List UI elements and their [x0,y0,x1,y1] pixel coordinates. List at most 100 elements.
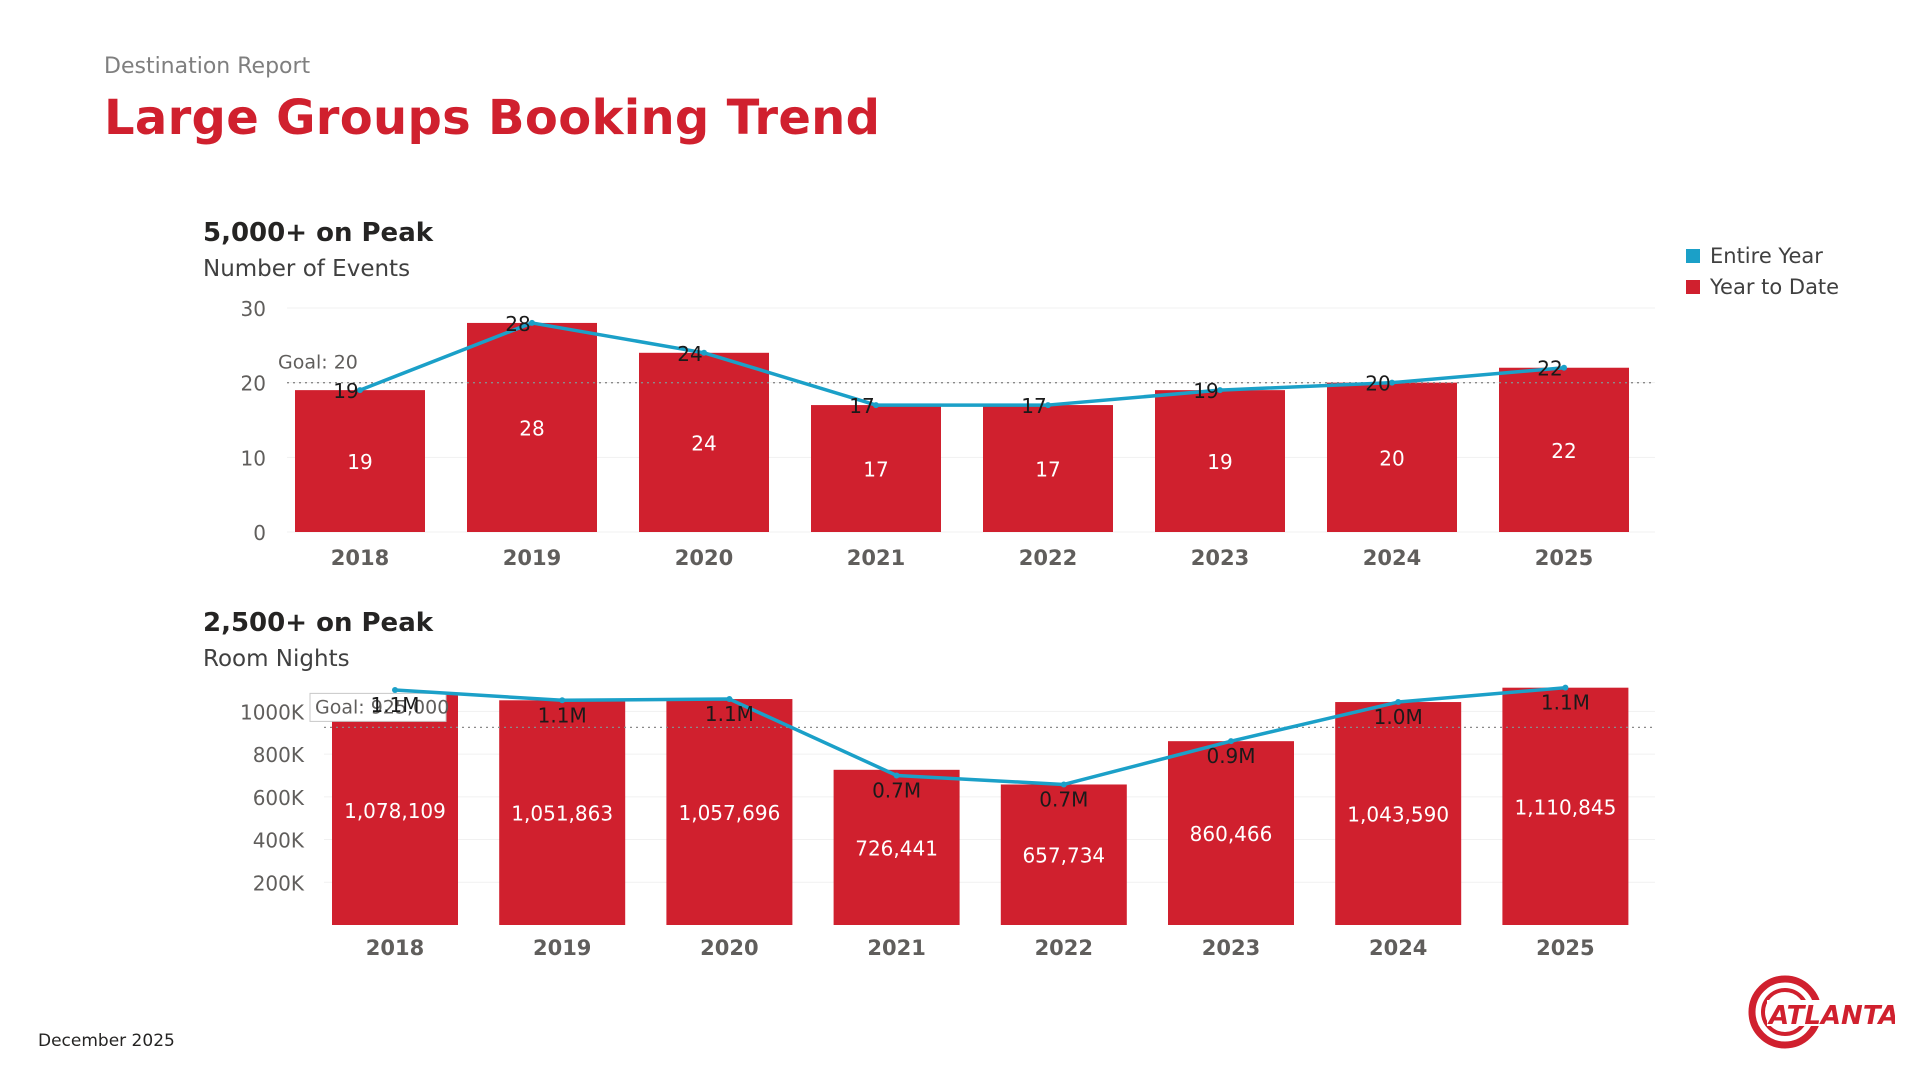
x-tick-label: 2024 [1369,936,1427,960]
bar-value-label: 860,466 [1190,822,1273,846]
line-value-label: 22 [1537,357,1562,381]
entire-year-point-2019 [559,697,566,704]
line-value-label: 24 [677,342,702,366]
x-tick-label: 2021 [867,936,925,960]
x-tick-label: 2025 [1536,936,1594,960]
line-value-label: 19 [1193,379,1218,403]
y-tick-label: 200K [253,871,305,895]
page-title: Large Groups Booking Trend [104,90,881,146]
bar-2019 [499,700,626,925]
chart1-title: 5,000+ on Peak [203,218,434,248]
bar-2019 [467,322,597,532]
bar-value-label: 1,110,845 [1515,795,1617,819]
bar-value-label: 1,078,109 [344,799,446,823]
bar-2025 [1502,687,1629,925]
legend-item-year-to-date[interactable]: Year to Date [1686,271,1839,302]
line-value-label: 17 [1021,394,1046,418]
bar-2020 [666,699,793,925]
x-tick-label: 2018 [331,546,389,570]
entire-year-point-2022 [1060,781,1067,788]
entire-year-line [359,321,1565,407]
bar-2024 [1327,382,1457,532]
x-tick-label: 2023 [1191,546,1249,570]
entire-year-point-2021 [893,772,900,779]
line-value-label: 1.1M [705,702,754,726]
bar-2022 [983,405,1113,532]
entire-year-point-2019 [529,319,535,326]
bar-value-label: 20 [1379,446,1404,470]
x-tick-label: 2023 [1202,936,1260,960]
report-eyebrow: Destination Report [104,54,311,79]
legend-swatch-year-to-date [1686,279,1700,294]
x-tick-label: 2025 [1535,546,1593,570]
line-value-label: 1.1M [1541,691,1590,715]
line-value-label: 0.7M [1039,787,1088,811]
line-value-label: 1.0M [1374,705,1423,729]
legend-item-entire-year[interactable]: Entire Year [1686,240,1839,271]
atlanta-logo: ATLANTA [1748,975,1895,1049]
x-tick-label: 2019 [503,546,561,570]
line-value-label: 0.7M [872,778,921,802]
y-tick-label: 400K [253,829,305,853]
chart2-subtitle: Room Nights [203,646,350,672]
bar-value-label: 24 [691,431,716,455]
bar-2022 [1000,784,1127,925]
bar-2024 [1335,702,1462,925]
bar-value-label: 657,734 [1022,844,1105,868]
entire-year-point-2023 [1228,738,1234,745]
bar-2018 [332,694,458,925]
chart1-subtitle: Number of Events [203,256,411,282]
legend-label: Entire Year [1710,243,1823,268]
x-tick-label: 2019 [533,936,591,960]
entire-year-point-2025 [1562,684,1569,691]
report-date: December 2025 [38,1031,175,1051]
bar-value-label: 19 [1207,450,1232,474]
bar-2025 [1499,367,1629,532]
entire-year-point-2018 [392,687,398,693]
line-value-label: 0.9M [1206,744,1255,768]
y-tick-label: 1000K [240,700,305,724]
bar-value-label: 28 [519,416,544,440]
entire-year-point-2023 [1217,387,1223,394]
bar-2021 [811,405,941,532]
x-tick-label: 2020 [675,546,733,570]
bar-value-label: 17 [863,458,888,482]
x-tick-label: 2022 [1035,936,1093,960]
bar-value-label: 22 [1551,439,1576,463]
legend-swatch-entire-year [1686,248,1700,263]
goal-label: Goal: 20 [278,352,358,374]
bar-2023 [1155,390,1285,532]
entire-year-point-2020 [701,349,707,356]
bar-value-label: 1,057,696 [679,801,781,825]
y-tick-label: 800K [253,743,305,767]
legend: Entire Year Year to Date [1686,240,1839,302]
bar-2023 [1168,741,1294,925]
y-tick-label: 30 [241,297,266,321]
entire-year-point-2024 [1395,699,1402,706]
room-nights-chart: 200K 400K 600K 800K 1000K 1,078,109 1,051,863 1… [240,684,1655,960]
goal-label-box [309,692,447,722]
y-tick-label: 10 [241,446,266,470]
logo-text: ATLANTA [1767,1001,1895,1031]
chart2-title: 2,500+ on Peak [203,608,434,638]
bar-2018 [295,390,425,532]
line-value-label: 1.1M [538,703,587,727]
y-tick-label: 20 [241,372,266,396]
line-value-label: 19 [333,379,358,403]
x-tick-label: 2022 [1019,546,1077,570]
x-tick-label: 2018 [366,936,424,960]
entire-year-point-2022 [1045,402,1051,409]
entire-year-point-2018 [357,387,363,394]
goal-label: Goal: 925,000 [315,696,449,718]
bar-value-label: 726,441 [855,836,938,860]
bar-value-label: 1,043,590 [1347,803,1449,827]
line-value-label: 17 [849,394,874,418]
bar-value-label: 17 [1035,458,1060,482]
y-tick-label: 0 [253,521,266,545]
entire-year-point-2020 [726,696,733,703]
bar-2021 [833,769,960,925]
legend-label: Year to Date [1710,274,1840,299]
line-value-label: 28 [505,312,530,336]
x-tick-label: 2024 [1363,546,1421,570]
